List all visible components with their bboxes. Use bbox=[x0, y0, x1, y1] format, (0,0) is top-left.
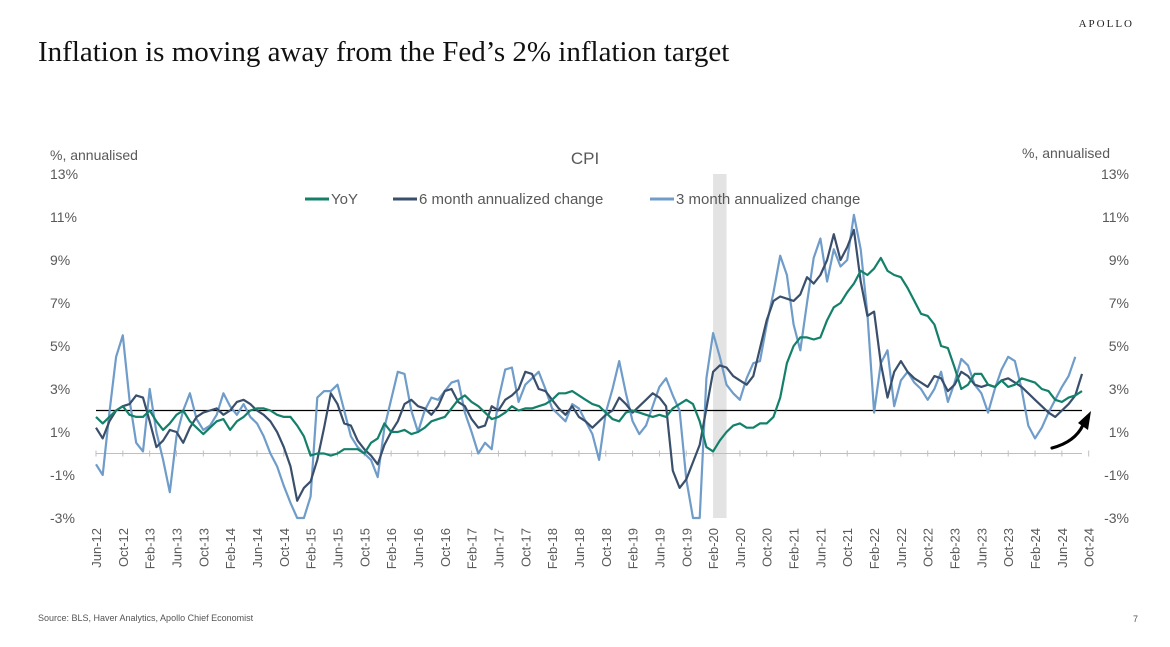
y-tick-right: 11% bbox=[1102, 209, 1129, 225]
x-tick-label: Jun-17 bbox=[491, 528, 506, 568]
y-tick-right: 5% bbox=[1109, 338, 1129, 354]
legend-label-1: 6 month annualized change bbox=[419, 191, 603, 208]
x-tick-label: Feb-21 bbox=[787, 528, 802, 569]
y-axis-label-left: %, annualised bbox=[50, 147, 138, 163]
x-tick-label: Feb-18 bbox=[545, 528, 560, 569]
series-line-0 bbox=[95, 256, 1083, 457]
legend-label-2: 3 month annualized change bbox=[676, 191, 860, 208]
x-tick-label: Feb-20 bbox=[706, 528, 721, 569]
brand-logo: APOLLO bbox=[1078, 18, 1134, 30]
trend-arrow-head bbox=[1078, 411, 1091, 430]
y-tick-right: 9% bbox=[1109, 252, 1129, 268]
x-tick-label: Feb-22 bbox=[867, 528, 882, 569]
y-tick-left: 1% bbox=[50, 424, 70, 440]
x-tick-label: Oct-12 bbox=[116, 528, 131, 567]
x-tick-label: Jun-18 bbox=[572, 528, 587, 568]
x-tick-label: Oct-19 bbox=[679, 528, 694, 567]
x-tick-label: Oct-21 bbox=[840, 528, 855, 567]
x-tick-label: Oct-17 bbox=[518, 528, 533, 567]
x-tick-label: Oct-16 bbox=[438, 528, 453, 567]
x-tick-label: Jun-23 bbox=[974, 528, 989, 568]
x-tick-label: Jun-20 bbox=[733, 528, 748, 568]
y-tick-right: -3% bbox=[1104, 510, 1129, 526]
shaded-period bbox=[713, 174, 727, 518]
x-tick-label: Feb-24 bbox=[1028, 528, 1043, 569]
y-tick-left: -1% bbox=[50, 467, 75, 483]
x-tick-label: Feb-17 bbox=[465, 528, 480, 569]
y-tick-left: 13% bbox=[50, 166, 78, 182]
x-tick-label: Oct-14 bbox=[277, 528, 292, 567]
y-tick-right: -1% bbox=[1104, 467, 1129, 483]
x-tick-label: Oct-18 bbox=[599, 528, 614, 567]
page-title: Inflation is moving away from the Fed’s … bbox=[38, 36, 730, 68]
x-tick-label: Feb-23 bbox=[948, 528, 963, 569]
x-tick-label: Jun-16 bbox=[411, 528, 426, 568]
x-tick-label: Feb-13 bbox=[143, 528, 158, 569]
x-tick-label: Oct-15 bbox=[357, 528, 372, 567]
x-tick-label: Jun-15 bbox=[330, 528, 345, 568]
x-tick-label: Jun-14 bbox=[250, 528, 265, 568]
y-tick-left: 11% bbox=[50, 209, 77, 225]
x-tick-label: Jun-21 bbox=[813, 528, 828, 568]
x-tick-label: Jun-24 bbox=[1055, 528, 1070, 568]
x-tick-label: Feb-14 bbox=[223, 528, 238, 569]
source-note: Source: BLS, Haver Analytics, Apollo Chi… bbox=[38, 613, 254, 623]
y-tick-left: 7% bbox=[50, 295, 70, 311]
series-line-1 bbox=[95, 228, 1084, 502]
x-tick-label: Jun-13 bbox=[169, 528, 184, 568]
x-tick-label: Feb-19 bbox=[626, 528, 641, 569]
x-tick-label: Oct-23 bbox=[1001, 528, 1016, 567]
y-tick-left: -3% bbox=[50, 510, 75, 526]
legend-label-0: YoY bbox=[331, 191, 358, 208]
chart-title: CPI bbox=[571, 149, 599, 168]
x-tick-label: Oct-22 bbox=[921, 528, 936, 567]
x-tick-label: Oct-13 bbox=[196, 528, 211, 567]
y-tick-left: 5% bbox=[50, 338, 70, 354]
y-tick-right: 13% bbox=[1101, 166, 1129, 182]
x-tick-label: Oct-24 bbox=[1082, 528, 1097, 567]
cpi-chart: CPI %, annualised %, annualised -3% -1% 1%… bbox=[50, 145, 1129, 569]
x-tick-label: Oct-20 bbox=[760, 528, 775, 567]
x-tick-label: Feb-16 bbox=[384, 528, 399, 569]
y-tick-left: 3% bbox=[50, 381, 70, 397]
y-tick-left: 9% bbox=[50, 252, 70, 268]
page-number: 7 bbox=[1132, 614, 1138, 624]
y-axis-label-right: %, annualised bbox=[1022, 145, 1110, 161]
x-tick-label: Jun-12 bbox=[89, 528, 104, 568]
x-tick-label: Feb-15 bbox=[304, 528, 319, 569]
series-line-2 bbox=[95, 213, 1077, 520]
x-tick-label: Jun-22 bbox=[894, 528, 909, 568]
x-tick-label: Jun-19 bbox=[652, 528, 667, 568]
trend-arrow bbox=[1050, 423, 1085, 450]
y-tick-right: 1% bbox=[1109, 424, 1129, 440]
y-tick-right: 7% bbox=[1109, 295, 1129, 311]
y-tick-right: 3% bbox=[1109, 381, 1129, 397]
